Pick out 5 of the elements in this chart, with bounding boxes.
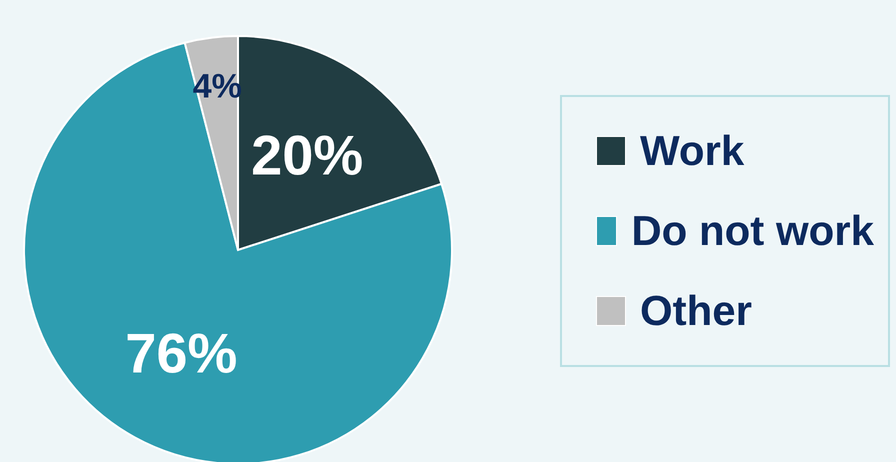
legend-label: Do not work <box>631 207 874 255</box>
data-label: 76% <box>125 322 238 385</box>
data-label: 20% <box>251 123 364 186</box>
legend-label: Work <box>640 127 744 175</box>
legend-label: Other <box>640 287 752 335</box>
